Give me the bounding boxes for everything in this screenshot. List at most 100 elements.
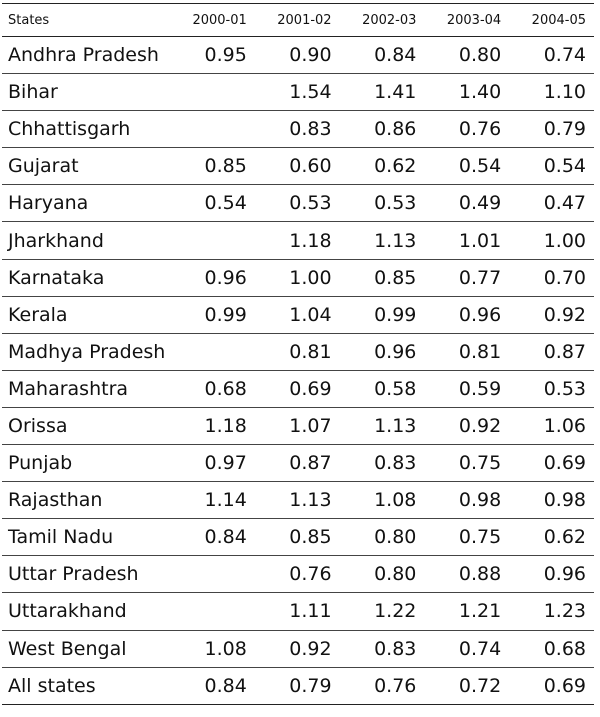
value-cell: 0.74 xyxy=(424,630,510,668)
value-cell: 0.74 xyxy=(509,36,594,75)
value-cell xyxy=(170,110,255,149)
table-row: Madhya Pradesh 0.81 0.96 0.81 0.87 xyxy=(2,333,594,371)
value-cell: 0.80 xyxy=(424,36,510,75)
value-cell: 0.68 xyxy=(509,630,594,668)
header-2003-04: 2003-04 xyxy=(424,3,510,37)
value-cell: 0.84 xyxy=(170,667,255,705)
value-cell: 0.75 xyxy=(424,518,510,557)
value-cell: 1.21 xyxy=(424,592,510,631)
value-cell: 0.88 xyxy=(424,555,510,594)
table-row: Uttar Pradesh 0.76 0.80 0.88 0.96 xyxy=(2,555,594,594)
table-header: States 2000-01 2001-02 2002-03 2003-04 2… xyxy=(2,3,594,37)
table-row: Punjab 0.97 0.87 0.83 0.75 0.69 xyxy=(2,444,594,483)
value-cell xyxy=(170,592,255,631)
value-cell xyxy=(170,555,255,594)
value-cell: 0.76 xyxy=(339,667,425,705)
value-cell: 0.54 xyxy=(170,184,255,223)
header-states: States xyxy=(2,3,170,37)
value-cell: 1.10 xyxy=(509,73,594,112)
state-name-cell: Haryana xyxy=(2,184,170,223)
value-cell: 1.18 xyxy=(170,407,255,446)
value-cell: 0.83 xyxy=(254,110,340,149)
value-cell: 0.70 xyxy=(509,259,594,297)
value-cell: 0.62 xyxy=(509,518,594,557)
value-cell: 0.92 xyxy=(424,407,510,446)
state-name-cell: Andhra Pradesh xyxy=(2,36,170,75)
value-cell: 0.87 xyxy=(254,444,340,483)
value-cell: 1.18 xyxy=(254,221,340,260)
value-cell: 0.77 xyxy=(424,259,510,297)
value-cell: 1.41 xyxy=(339,73,425,112)
value-cell: 0.69 xyxy=(509,667,594,705)
value-cell: 0.99 xyxy=(170,296,255,334)
value-cell: 0.98 xyxy=(424,481,510,520)
table-row: Jharkhand 1.18 1.13 1.01 1.00 xyxy=(2,221,594,260)
value-cell: 0.90 xyxy=(254,36,340,75)
value-cell: 0.68 xyxy=(170,370,255,408)
value-cell: 1.54 xyxy=(254,73,340,112)
header-2001-02: 2001-02 xyxy=(254,3,340,37)
table-row: Uttarakhand 1.11 1.22 1.21 1.23 xyxy=(2,592,594,631)
value-cell: 0.85 xyxy=(170,147,255,186)
value-cell: 0.76 xyxy=(254,555,340,594)
value-cell: 0.53 xyxy=(509,370,594,408)
value-cell: 1.22 xyxy=(339,592,425,631)
table-row: West Bengal 1.08 0.92 0.83 0.74 0.68 xyxy=(2,630,594,668)
table-row: Tamil Nadu 0.84 0.85 0.80 0.75 0.62 xyxy=(2,518,594,557)
value-cell: 0.99 xyxy=(339,296,425,334)
value-cell: 1.13 xyxy=(254,481,340,520)
table-row: Kerala 0.99 1.04 0.99 0.96 0.92 xyxy=(2,296,594,334)
value-cell: 0.47 xyxy=(509,184,594,223)
table-row: Rajasthan 1.14 1.13 1.08 0.98 0.98 xyxy=(2,481,594,520)
state-name-cell: Jharkhand xyxy=(2,221,170,260)
table-row: Gujarat 0.85 0.60 0.62 0.54 0.54 xyxy=(2,147,594,186)
value-cell: 1.40 xyxy=(424,73,510,112)
table-row: Haryana 0.54 0.53 0.53 0.49 0.47 xyxy=(2,184,594,223)
value-cell: 0.59 xyxy=(424,370,510,408)
value-cell: 0.53 xyxy=(339,184,425,223)
value-cell xyxy=(170,221,255,260)
value-cell: 1.01 xyxy=(424,221,510,260)
value-cell: 1.13 xyxy=(339,407,425,446)
value-cell: 0.79 xyxy=(509,110,594,149)
value-cell: 0.60 xyxy=(254,147,340,186)
table-row: Maharashtra 0.68 0.69 0.58 0.59 0.53 xyxy=(2,370,594,408)
value-cell: 1.11 xyxy=(254,592,340,631)
value-cell: 0.54 xyxy=(509,147,594,186)
state-name-cell: Orissa xyxy=(2,407,170,446)
header-2002-03: 2002-03 xyxy=(339,3,425,37)
value-cell: 1.06 xyxy=(509,407,594,446)
value-cell: 0.81 xyxy=(254,333,340,371)
value-cell: 0.92 xyxy=(509,296,594,334)
value-cell: 0.98 xyxy=(509,481,594,520)
value-cell: 0.84 xyxy=(339,36,425,75)
value-cell: 0.96 xyxy=(424,296,510,334)
value-cell: 0.83 xyxy=(339,444,425,483)
header-2000-01: 2000-01 xyxy=(170,3,255,37)
value-cell: 0.80 xyxy=(339,518,425,557)
value-cell: 0.69 xyxy=(254,370,340,408)
value-cell: 0.92 xyxy=(254,630,340,668)
value-cell: 0.96 xyxy=(170,259,255,297)
table-body: Andhra Pradesh 0.95 0.90 0.84 0.80 0.74 Bihar 1… xyxy=(2,36,594,705)
state-name-cell: Gujarat xyxy=(2,147,170,186)
value-cell: 0.80 xyxy=(339,555,425,594)
table-row: Chhattisgarh 0.83 0.86 0.76 0.79 xyxy=(2,110,594,149)
value-cell: 0.53 xyxy=(254,184,340,223)
state-name-cell: Maharashtra xyxy=(2,370,170,408)
value-cell: 1.04 xyxy=(254,296,340,334)
value-cell: 0.84 xyxy=(170,518,255,557)
value-cell: 0.96 xyxy=(339,333,425,371)
value-cell: 0.85 xyxy=(339,259,425,297)
value-cell: 1.13 xyxy=(339,221,425,260)
state-name-cell: Kerala xyxy=(2,296,170,334)
value-cell: 0.69 xyxy=(509,444,594,483)
value-cell: 0.54 xyxy=(424,147,510,186)
state-name-cell: Madhya Pradesh xyxy=(2,333,170,371)
value-cell: 0.79 xyxy=(254,667,340,705)
state-name-cell: All states xyxy=(2,667,170,705)
state-name-cell: Rajasthan xyxy=(2,481,170,520)
table-row: All states 0.84 0.79 0.76 0.72 0.69 xyxy=(2,667,594,705)
value-cell: 1.08 xyxy=(339,481,425,520)
value-cell xyxy=(170,73,255,112)
